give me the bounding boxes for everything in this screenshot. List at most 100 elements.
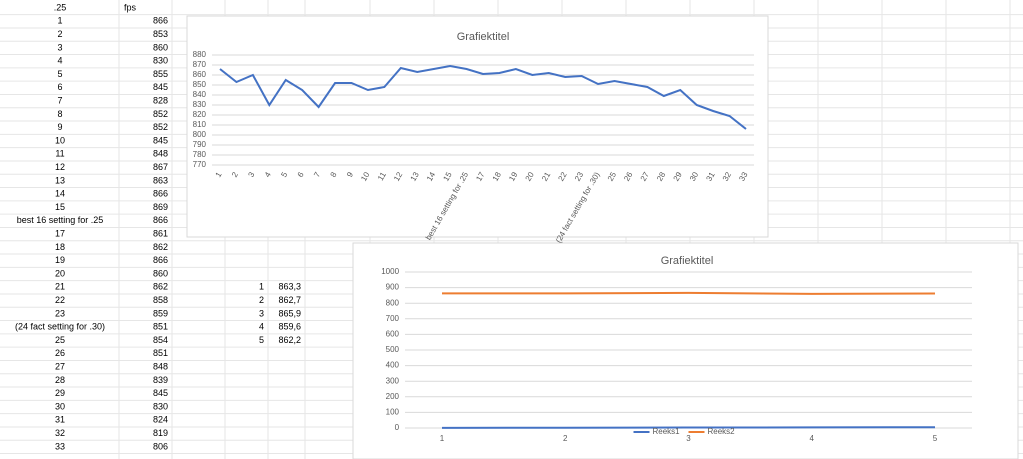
cell[interactable]: 29 bbox=[55, 388, 65, 398]
cell[interactable]: 860 bbox=[153, 42, 168, 52]
cell[interactable]: 859,6 bbox=[278, 322, 301, 332]
cell[interactable]: 12 bbox=[55, 162, 65, 172]
cell[interactable]: (24 fact setting for .30) bbox=[15, 322, 105, 332]
cell[interactable]: 6 bbox=[57, 82, 62, 92]
cell[interactable]: fps bbox=[124, 2, 137, 12]
cell[interactable]: 25 bbox=[55, 335, 65, 345]
cell[interactable]: 866 bbox=[153, 215, 168, 225]
cell[interactable]: 806 bbox=[153, 441, 168, 451]
cell[interactable]: 852 bbox=[153, 109, 168, 119]
y-tick-label: 860 bbox=[193, 70, 207, 79]
cell[interactable]: 33 bbox=[55, 441, 65, 451]
cell[interactable]: 8 bbox=[57, 109, 62, 119]
cell[interactable]: 3 bbox=[57, 42, 62, 52]
cell[interactable]: 27 bbox=[55, 361, 65, 371]
cell[interactable]: 828 bbox=[153, 95, 168, 105]
cell[interactable]: 28 bbox=[55, 375, 65, 385]
cell[interactable]: 851 bbox=[153, 322, 168, 332]
y-tick-label: 840 bbox=[193, 90, 207, 99]
cell[interactable]: 18 bbox=[55, 242, 65, 252]
cell[interactable]: 830 bbox=[153, 56, 168, 66]
cell[interactable]: 10 bbox=[55, 135, 65, 145]
cell[interactable]: 866 bbox=[153, 16, 168, 26]
y-tick-label: 800 bbox=[193, 130, 207, 139]
cell[interactable]: 11 bbox=[55, 149, 64, 159]
cell[interactable]: 4 bbox=[259, 322, 264, 332]
cell[interactable]: 845 bbox=[153, 82, 168, 92]
cell[interactable]: 866 bbox=[153, 255, 168, 265]
cell[interactable]: 4 bbox=[57, 56, 62, 66]
cell[interactable]: .25 bbox=[54, 2, 67, 12]
cell[interactable]: 854 bbox=[153, 335, 168, 345]
cell[interactable]: 7 bbox=[57, 95, 62, 105]
cell[interactable]: 865,9 bbox=[278, 308, 301, 318]
cell[interactable]: 21 bbox=[55, 282, 65, 292]
cell[interactable]: 22 bbox=[55, 295, 65, 305]
cell[interactable]: 866 bbox=[153, 189, 168, 199]
x-tick-label: 4 bbox=[263, 170, 273, 179]
cell[interactable]: best 16 setting for .25 bbox=[17, 215, 104, 225]
cell[interactable]: 2 bbox=[259, 295, 264, 305]
cell[interactable]: 819 bbox=[153, 428, 168, 438]
cell[interactable]: 859 bbox=[153, 308, 168, 318]
cell[interactable]: 2 bbox=[57, 29, 62, 39]
y-tick-label: 600 bbox=[386, 330, 400, 339]
cell[interactable]: 824 bbox=[153, 415, 168, 425]
cell[interactable]: 853 bbox=[153, 29, 168, 39]
cell[interactable]: 862 bbox=[153, 242, 168, 252]
cell[interactable]: 845 bbox=[153, 388, 168, 398]
chart-title: Grafiektitel bbox=[457, 31, 510, 43]
cell[interactable]: 855 bbox=[153, 69, 168, 79]
chart[interactable]: Grafiektitel7707807908008108208308408508… bbox=[186, 15, 769, 244]
cell[interactable]: 13 bbox=[55, 175, 65, 185]
cell[interactable]: 1 bbox=[57, 16, 62, 26]
cell[interactable]: 839 bbox=[153, 375, 168, 385]
cell[interactable]: 31 bbox=[55, 415, 65, 425]
y-tick-label: 900 bbox=[386, 283, 400, 292]
cell[interactable]: 32 bbox=[55, 428, 65, 438]
cell[interactable]: 20 bbox=[55, 268, 65, 278]
cell[interactable]: 5 bbox=[57, 69, 62, 79]
cell[interactable]: 9 bbox=[57, 122, 62, 132]
cell[interactable]: 862 bbox=[153, 282, 168, 292]
y-tick-label: 770 bbox=[193, 160, 207, 169]
cell[interactable]: 845 bbox=[153, 135, 168, 145]
cell[interactable]: 861 bbox=[153, 228, 168, 238]
cell[interactable]: 30 bbox=[55, 401, 65, 411]
cell[interactable]: 858 bbox=[153, 295, 168, 305]
cell[interactable]: 26 bbox=[55, 348, 65, 358]
cell[interactable]: 862,7 bbox=[278, 295, 301, 305]
cell[interactable]: 867 bbox=[153, 162, 168, 172]
cell[interactable]: 862,2 bbox=[278, 335, 301, 345]
x-tick-label: 1 bbox=[214, 170, 224, 179]
x-tick-label: 5 bbox=[279, 170, 289, 179]
cell[interactable]: 3 bbox=[259, 308, 264, 318]
cell[interactable]: 5 bbox=[259, 335, 264, 345]
cell[interactable]: 19 bbox=[55, 255, 65, 265]
cell[interactable]: 23 bbox=[55, 308, 65, 318]
cell[interactable]: 863 bbox=[153, 175, 168, 185]
cell[interactable]: 869 bbox=[153, 202, 168, 212]
x-tick-label: 2 bbox=[563, 434, 568, 443]
y-tick-label: 820 bbox=[193, 110, 207, 119]
y-tick-label: 790 bbox=[193, 140, 207, 149]
x-tick-label: 7 bbox=[312, 170, 322, 179]
chart[interactable]: Grafiektitel 0 100 200 300 400 500 600 700 800 900… bbox=[352, 242, 1019, 459]
cell[interactable]: 848 bbox=[153, 149, 168, 159]
cell[interactable]: 852 bbox=[153, 122, 168, 132]
x-tick-label: 5 bbox=[933, 434, 938, 443]
cell[interactable]: 14 bbox=[55, 189, 65, 199]
cell[interactable]: 830 bbox=[153, 401, 168, 411]
x-tick-label: 1 bbox=[440, 434, 445, 443]
x-tick-label: 8 bbox=[329, 170, 339, 179]
cell[interactable]: 17 bbox=[55, 228, 65, 238]
cell[interactable]: 863,3 bbox=[278, 282, 301, 292]
cell[interactable]: 848 bbox=[153, 361, 168, 371]
y-tick-label: 500 bbox=[386, 345, 400, 354]
x-tick-label: 2 bbox=[230, 170, 240, 179]
cell[interactable]: 1 bbox=[259, 282, 264, 292]
cell[interactable]: 15 bbox=[55, 202, 65, 212]
cell[interactable]: 851 bbox=[153, 348, 168, 358]
cell[interactable]: 860 bbox=[153, 268, 168, 278]
legend-label: Reeks2 bbox=[708, 427, 736, 436]
